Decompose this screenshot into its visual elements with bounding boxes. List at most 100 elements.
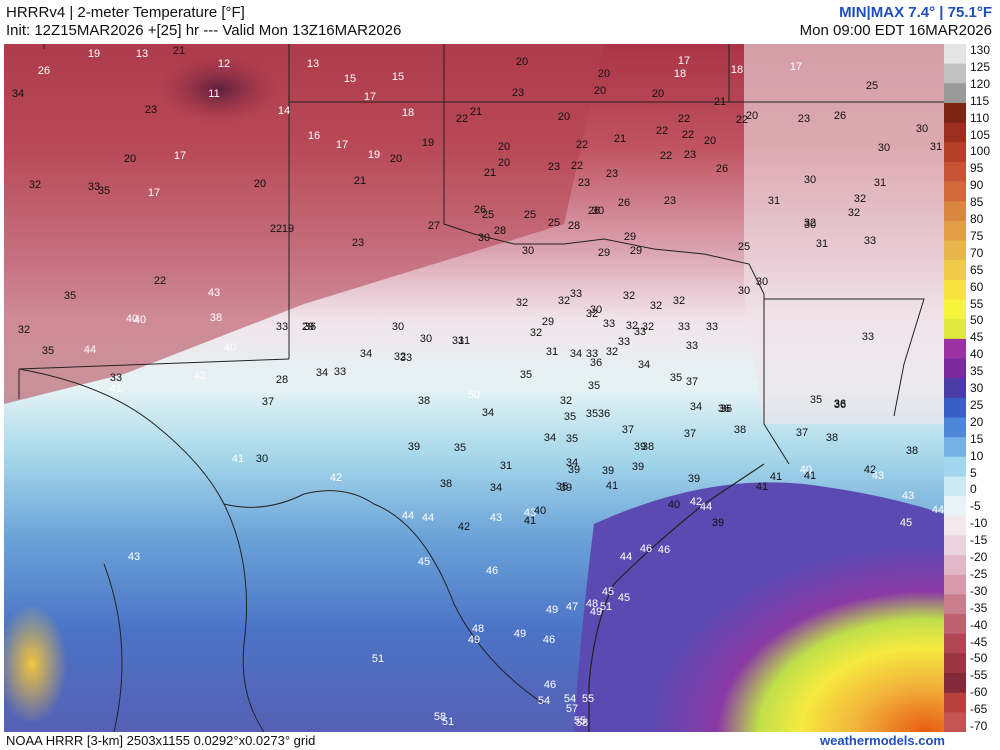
station-temperature-label: 41 (606, 480, 618, 492)
station-temperature-label: 17 (336, 139, 348, 151)
station-temperature-label: 26 (38, 65, 50, 77)
station-temperature-label: 33 (618, 336, 630, 348)
colorbar-tick-label: 70 (970, 245, 984, 260)
colorbar-swatch (944, 614, 966, 635)
colorbar-tick-label: -40 (970, 617, 988, 632)
colorbar-swatch (944, 633, 966, 654)
colorbar-tick-label: -25 (970, 566, 988, 581)
station-temperature-label: 20 (516, 56, 528, 68)
colorbar-swatch (944, 378, 966, 399)
station-temperature-label: 30 (878, 142, 890, 154)
station-temperature-label: 21 (484, 167, 496, 179)
station-temperature-label: 43 (128, 551, 140, 563)
station-temperature-label: 45 (900, 517, 912, 529)
station-temperature-label: 44 (620, 551, 632, 563)
station-temperature-label: 43 (902, 490, 914, 502)
station-temperature-label: 43 (872, 470, 884, 482)
station-temperature-label: 23 (664, 195, 676, 207)
station-temperature-label: 30 (478, 232, 490, 244)
station-temperature-label: 33 (570, 288, 582, 300)
colorbar-tick-label: -20 (970, 550, 988, 564)
station-temperature-label: 33 (276, 321, 288, 333)
station-temperature-label: 35 (42, 345, 54, 357)
station-temperature-label: 41 (804, 470, 816, 482)
station-temperature-label: 34 (316, 367, 328, 379)
station-temperature-label: 15 (344, 73, 356, 85)
station-temperature-label: 34 (12, 88, 24, 100)
station-temperature-label: 36 (720, 403, 732, 415)
station-temperature-label: 17 (174, 150, 186, 162)
station-temperature-label: 37 (262, 396, 274, 408)
station-temperature-label: 18 (402, 107, 414, 119)
model-grid-info: NOAA HRRR [3-km] 2503x1155 0.0292°x0.027… (6, 733, 316, 748)
station-temperature-label: 55 (582, 693, 594, 705)
station-temperature-label: 22 (682, 129, 694, 141)
station-temperature-label: 33 (110, 372, 122, 384)
station-temperature-label: 32 (558, 295, 570, 307)
colorbar-tick-label: 120 (970, 76, 991, 91)
station-temperature-label: 42 (864, 464, 876, 476)
colorbar-tick-label: -60 (970, 685, 988, 700)
colorbar-tick-label: 75 (970, 228, 984, 243)
station-temperature-label: 20 (598, 68, 610, 80)
station-temperature-label: 17 (364, 91, 376, 103)
station-temperature-label: 23 (578, 177, 590, 189)
station-temperature-label: 35 (564, 411, 576, 423)
mild-east-field (744, 44, 944, 424)
station-temperature-label: 41 (524, 515, 536, 527)
station-temperature-label: 22 (576, 139, 588, 151)
station-temperature-label: 45 (418, 556, 430, 568)
station-temperature-label: 30 (522, 245, 534, 257)
station-temperature-label: 17 (148, 187, 160, 199)
station-temperature-label: 38 (734, 424, 746, 436)
station-temperature-label: 20 (254, 178, 266, 190)
mexico-state-border-2 (103, 563, 123, 732)
station-temperature-label: 55 (574, 715, 586, 727)
station-temperature-label: 22 (270, 223, 282, 235)
station-temperature-label: 41 (770, 471, 782, 483)
station-temperature-label: 25 (482, 209, 494, 221)
colorbar-swatch (944, 692, 966, 713)
station-temperature-label: 45 (618, 592, 630, 604)
station-temperature-label: 40 (668, 499, 680, 511)
station-temperature-label: 27 (428, 220, 440, 232)
station-temperature-label: 35 (454, 442, 466, 454)
station-temperature-label: 32 (626, 320, 638, 332)
station-temperature-label: 34 (360, 348, 372, 360)
colorbar-tick-label: 15 (970, 431, 984, 446)
station-temperature-label: 38 (906, 445, 918, 457)
station-temperature-label: 29 (598, 247, 610, 259)
station-temperature-label: 39 (602, 465, 614, 477)
station-temperature-label: 33 (864, 235, 876, 247)
colorbar-swatch (944, 319, 966, 340)
colorbar-swatch (944, 476, 966, 497)
station-temperature-label: 49 (468, 634, 480, 646)
station-temperature-label: 20 (652, 88, 664, 100)
station-temperature-label: 41 (110, 383, 122, 395)
colorbar-swatch (944, 555, 966, 576)
colorbar-swatch (944, 63, 966, 84)
colorbar-swatch (944, 142, 966, 163)
station-temperature-label: 34 (566, 457, 578, 469)
station-temperature-label: 32 (650, 300, 662, 312)
colorbar-swatch (944, 673, 966, 694)
station-temperature-label: 51 (600, 601, 612, 613)
colorbar (944, 44, 966, 732)
station-temperature-label: 22 (656, 125, 668, 137)
colorbar-tick-label: 45 (970, 330, 984, 345)
brand-link[interactable]: weathermodels.com (820, 733, 945, 748)
station-temperature-label: 37 (622, 424, 634, 436)
station-temperature-label: 49 (546, 604, 558, 616)
station-temperature-label: 36 (598, 408, 610, 420)
station-temperature-label: 17 (790, 61, 802, 73)
station-temperature-label: 35 (588, 380, 600, 392)
colorbar-tick-label: 115 (970, 93, 990, 108)
colorbar-tick-label: 125 (970, 59, 991, 74)
station-temperature-label: 38 (642, 441, 654, 453)
colorbar-tick-label: 40 (970, 347, 984, 362)
station-temperature-label: 42 (330, 472, 342, 484)
colorbar-tick-label: 105 (970, 127, 991, 142)
colorbar-swatch (944, 515, 966, 537)
